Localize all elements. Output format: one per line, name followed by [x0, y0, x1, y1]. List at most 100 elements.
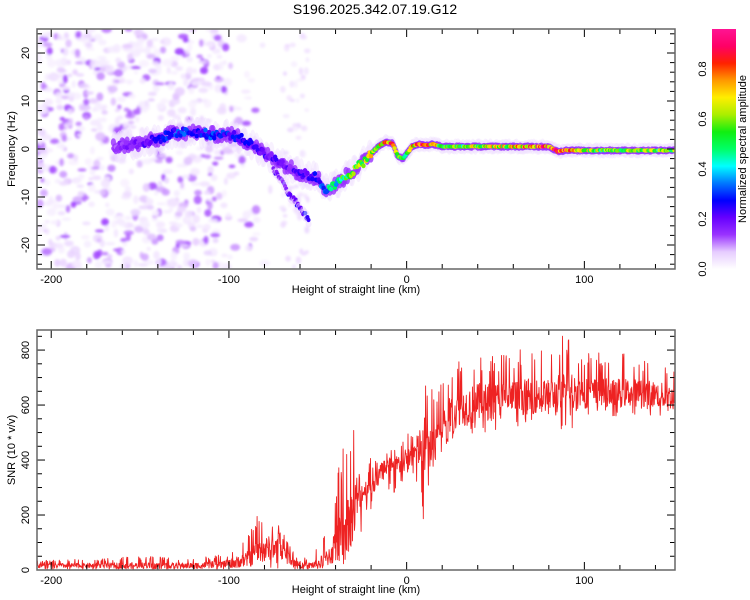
spectrogram-noise-blob	[113, 69, 124, 77]
spectrogram-ridge-core	[230, 134, 236, 140]
spectrogram-noise-blob	[189, 226, 197, 232]
spectrogram-noise-blob	[61, 95, 70, 100]
spectrogram-noise-blob	[148, 68, 157, 74]
spectrogram-noise-blob	[305, 57, 310, 63]
spectrogram-noise-blob	[207, 118, 212, 123]
spectrogram-noise-blob	[136, 37, 145, 45]
spectrogram-noise-blob	[190, 168, 200, 176]
spectrogram-ridge-body	[316, 170, 322, 179]
spectrogram-noise-blob	[193, 195, 202, 205]
spectrogram-noise-blob	[41, 142, 46, 150]
spectrogram-noise-blob	[133, 29, 144, 37]
spectrogram-noise-blob	[59, 170, 68, 178]
colorbar-label: Normalized spectral amplitude	[737, 75, 749, 223]
spectrogram-noise-blob	[117, 157, 127, 164]
spectrogram-noise-blob	[223, 177, 228, 185]
spectrogram-noise-blob	[128, 93, 136, 99]
spectrogram-noise-blob	[86, 257, 92, 264]
spectrogram-noise-blob	[300, 35, 308, 40]
spectrogram-noise-blob	[293, 184, 299, 189]
spectrogram-noise-blob	[122, 121, 129, 129]
spectrogram-noise-blob	[103, 60, 111, 64]
y-tick-label: -10	[20, 189, 32, 205]
spectrogram-noise-blob	[41, 248, 52, 256]
spectrogram-noise-blob	[122, 43, 133, 49]
spectrogram-noise-blob	[37, 224, 44, 234]
spectrogram-noise-blob	[133, 260, 139, 268]
spectrogram-noise-blob	[126, 80, 132, 85]
spectrogram-noise-blob	[138, 127, 146, 134]
spectrogram-noise-blob	[218, 61, 224, 71]
spectrogram-marks	[37, 29, 675, 269]
spectrogram-noise-blob	[37, 52, 43, 62]
spectrogram-noise-blob	[238, 155, 246, 165]
spectrogram-noise-blob	[245, 244, 252, 252]
spectrogram-noise-blob	[280, 221, 286, 228]
y-tick-label: 200	[20, 506, 32, 524]
spectrogram-noise-blob	[195, 224, 204, 229]
spectrogram-noise-blob	[225, 212, 232, 218]
spectrogram-noise-blob	[114, 116, 120, 125]
spectrogram-ridge-core	[258, 150, 263, 156]
spectrogram-noise-blob	[122, 191, 132, 197]
spectrogram-noise-blob	[184, 210, 194, 218]
spectrogram-noise-blob	[294, 80, 298, 88]
spectrogram-noise-blob	[279, 205, 286, 210]
spectrogram-noise-blob	[146, 205, 154, 210]
spectrogram-noise-blob	[132, 45, 140, 50]
spectrogram-noise-blob	[66, 250, 76, 259]
spectrogram-noise-blob	[252, 232, 261, 236]
spectrogram-noise-blob	[297, 192, 304, 197]
spectrogram-ridge-core	[305, 170, 310, 176]
y-tick-label: 0	[20, 146, 32, 152]
spectrogram-noise-blob	[113, 248, 120, 252]
spectrogram-noise-blob	[121, 249, 126, 254]
spectrogram-noise-blob	[117, 96, 127, 103]
spectrogram-noise-blob	[138, 205, 150, 210]
spectrogram-noise-blob	[96, 156, 104, 161]
spectrogram-noise-blob	[175, 66, 183, 71]
spectrogram-noise-blob	[303, 67, 309, 75]
colorbar-ticks: 0.0 0.2 0.4 0.6 0.8	[697, 61, 709, 276]
y-tick-label: 10	[20, 95, 32, 107]
spectrogram-noise-blob	[205, 144, 214, 153]
spectrogram-noise-blob	[48, 238, 53, 246]
spectrogram-noise-blob	[282, 114, 290, 119]
spectrogram-noise-blob	[79, 83, 89, 89]
spectrogram-noise-blob	[286, 127, 294, 133]
spectrogram-noise-blob	[205, 259, 211, 266]
spectrogram-noise-blob	[75, 61, 84, 65]
colorbar-bar	[712, 29, 736, 269]
spectrogram-noise-blob	[289, 80, 295, 88]
spectrogram-noise-blob	[212, 261, 219, 269]
spectrogram-noise-blob	[182, 37, 190, 43]
spectrogram-noise-blob	[83, 240, 92, 248]
spectrogram-noise-blob	[66, 59, 72, 66]
y-tick-label: 800	[20, 341, 32, 359]
colorbar-tick-label: 0.8	[697, 61, 709, 76]
spectrogram-noise-blob	[196, 206, 202, 214]
spectrogram-noise-blob	[226, 172, 236, 179]
spectrogram-noise-blob	[139, 78, 146, 84]
spectrogram-ridge-core	[392, 146, 397, 151]
spectrogram-noise-blob	[110, 97, 117, 106]
spectrogram-noise-blob	[146, 233, 157, 241]
spectrogram-noise-blob	[150, 38, 159, 42]
spectrogram-noise-blob	[241, 120, 251, 126]
spectrogram-noise-blob	[205, 29, 212, 33]
spectrogram-noise-blob	[202, 98, 208, 104]
x-tick-label: -100	[218, 575, 240, 587]
spectrogram-noise-blob	[47, 58, 56, 68]
spectrogram-noise-blob	[48, 148, 53, 153]
spectrogram-noise-blob	[213, 149, 222, 155]
spectrogram-noise-blob	[75, 252, 81, 261]
spectrogram-noise-blob	[133, 71, 139, 75]
spectrogram-noise-blob	[209, 29, 219, 34]
spectrogram-noise-blob	[54, 178, 62, 184]
spectrogram-noise-blob	[67, 73, 73, 78]
spectrogram-noise-blob	[71, 260, 82, 269]
x-tick-label: -200	[40, 274, 62, 286]
spectrogram-noise-blob	[180, 73, 186, 79]
spectrogram-noise-blob	[201, 81, 212, 87]
